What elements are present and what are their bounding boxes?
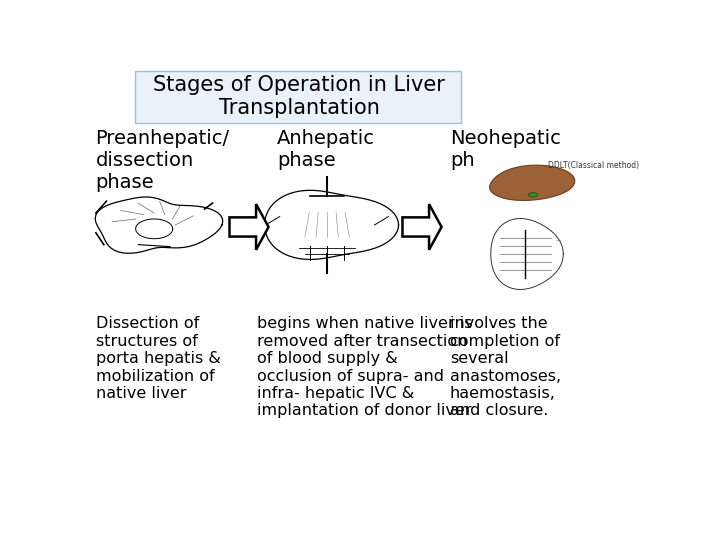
Text: Stages of Operation in Liver
Transplantation: Stages of Operation in Liver Transplanta…: [153, 75, 445, 118]
Text: involves the
completion of
several
anastomoses,
haemostasis,
and closure.: involves the completion of several anast…: [450, 316, 561, 418]
Polygon shape: [402, 204, 441, 250]
Polygon shape: [230, 204, 269, 250]
Text: Preanhepatic/
dissection
phase: Preanhepatic/ dissection phase: [96, 129, 230, 192]
Text: —: —: [556, 238, 562, 243]
Polygon shape: [490, 165, 575, 200]
Ellipse shape: [528, 192, 538, 197]
Text: DDLT(Classical method): DDLT(Classical method): [548, 161, 639, 170]
Text: Neohepatic
ph: Neohepatic ph: [450, 129, 561, 170]
FancyBboxPatch shape: [135, 71, 461, 123]
Text: begins when native liver is
removed after transection
of blood supply &
occlusio: begins when native liver is removed afte…: [258, 316, 473, 418]
Text: Anhepatic
phase: Anhepatic phase: [277, 129, 375, 170]
Text: Dissection of
structures of
porta hepatis &
mobilization of
native liver: Dissection of structures of porta hepati…: [96, 316, 220, 401]
